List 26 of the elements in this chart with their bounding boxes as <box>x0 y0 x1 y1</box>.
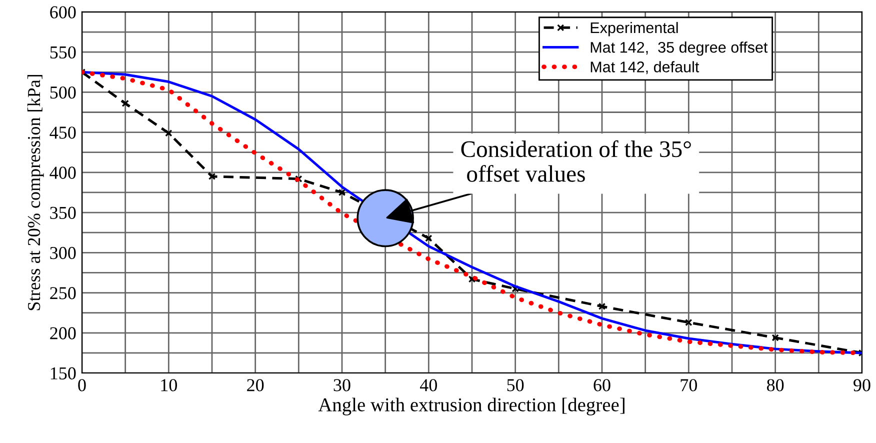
x-tick-label: 0 <box>78 379 86 392</box>
y-tick-label: 550 <box>50 46 76 59</box>
x-tick-label: 20 <box>247 379 264 392</box>
legend-label: Experimental <box>590 22 678 36</box>
x-tick-label: 50 <box>507 379 524 392</box>
x-tick-label: 40 <box>420 379 437 392</box>
y-tick-label: 300 <box>50 246 76 260</box>
legend-label: Mat 142, 35 degree offset <box>590 42 768 56</box>
annotation: Consideration of the 35° offset values <box>461 140 691 182</box>
x-tick-label: 70 <box>680 379 697 392</box>
x-tick-label: 30 <box>334 379 350 392</box>
y-tick-label: 150 <box>50 367 76 380</box>
y-tick-label: 450 <box>50 126 76 139</box>
y-tick-label: 600 <box>50 6 76 18</box>
y-tick-label: 350 <box>50 206 76 219</box>
y-tick-label: 500 <box>50 86 76 99</box>
y-axis-title: Stress at 20% compression [kPa] <box>27 74 44 310</box>
x-tick-label: 80 <box>766 379 784 392</box>
y-tick-label: 200 <box>50 327 76 340</box>
y-tick-label: 400 <box>50 166 76 179</box>
x-tick-label: 10 <box>161 379 177 392</box>
x-tick-label: 90 <box>854 379 870 392</box>
x-tick-label: 60 <box>594 379 610 392</box>
legend-label: Mat 142, default <box>590 61 700 74</box>
y-tick-label: 250 <box>50 287 76 300</box>
x-axis-title: Angle with extrusion direction [degree] <box>318 398 624 416</box>
